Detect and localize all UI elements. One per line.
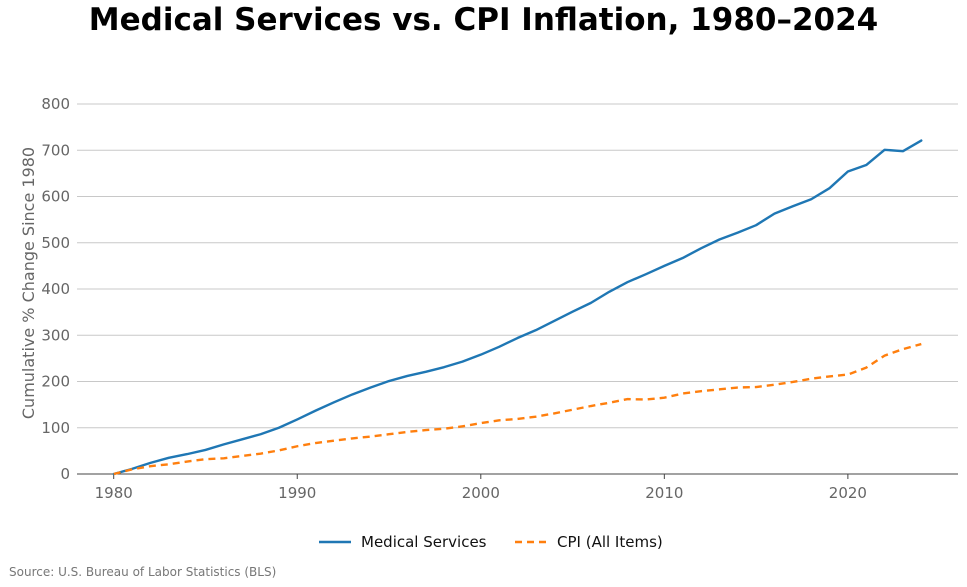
x-tick-label: 2010 — [645, 484, 683, 502]
y-tick-label: 500 — [41, 234, 70, 252]
legend-label: Medical Services — [361, 533, 487, 551]
x-tick-label: 1990 — [278, 484, 316, 502]
axes — [77, 473, 958, 479]
x-tick-label: 2020 — [829, 484, 867, 502]
series-line-medical-services — [112, 139, 923, 476]
y-tick-label: 800 — [41, 95, 70, 113]
series-line-cpi-all-items — [113, 342, 922, 476]
series-lines — [112, 139, 923, 476]
x-tick-label: 1980 — [95, 484, 133, 502]
y-tick-label: 200 — [41, 373, 70, 391]
y-tick-label: 400 — [41, 280, 70, 298]
y-tick-label: 100 — [41, 419, 70, 437]
y-tick-label: 0 — [60, 465, 70, 483]
x-tick-label: 2000 — [462, 484, 500, 502]
chart-title: Medical Services vs. CPI Inflation, 1980… — [88, 2, 879, 38]
tick-labels: 0 100 200 300 400 500 600 700 800 1980 1990 2000 201… — [41, 95, 867, 502]
source-note: Source: U.S. Bureau of Labor Statistics … — [9, 565, 277, 579]
y-tick-label: 700 — [41, 141, 70, 159]
y-tick-label: 300 — [41, 326, 70, 344]
legend-label: CPI (All Items) — [557, 533, 663, 551]
gridlines — [77, 103, 958, 429]
legend: Medical Services CPI (All Items) — [319, 533, 663, 551]
y-tick-label: 600 — [41, 188, 70, 206]
y-axis-title: Cumulative % Change Since 1980 — [19, 147, 38, 419]
